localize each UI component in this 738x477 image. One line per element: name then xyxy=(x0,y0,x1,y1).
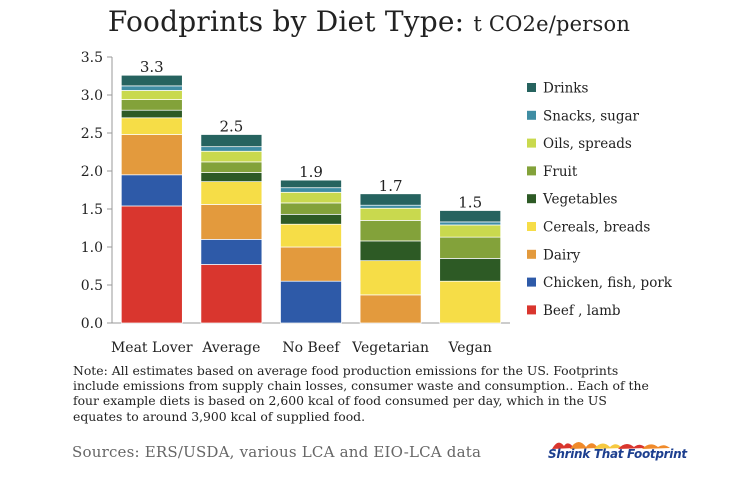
bar-segment xyxy=(120,117,183,135)
sources-line: Sources: ERS/USDA, various LCA and EIO-L… xyxy=(72,443,482,461)
legend-label: Beef , lamb xyxy=(543,303,621,319)
y-tick-label: 2.0 xyxy=(81,164,103,180)
x-category-label: Average xyxy=(201,340,260,356)
bar-segment xyxy=(359,220,422,242)
y-tick-label: 0.5 xyxy=(81,278,103,294)
legend-swatch xyxy=(527,249,536,259)
bar-segment xyxy=(359,294,422,324)
legend-label: Snacks, sugar xyxy=(543,108,640,124)
legend-label: Fruit xyxy=(543,164,578,180)
bar-segment xyxy=(120,134,183,176)
bar-segment xyxy=(120,205,183,324)
bar-segment xyxy=(200,161,263,173)
y-tick-label: 1.0 xyxy=(81,240,103,256)
bar-segment xyxy=(439,210,502,223)
legend-label: Chicken, fish, pork xyxy=(543,275,673,291)
bar-segment xyxy=(439,258,502,282)
bar-segment xyxy=(200,172,263,182)
bar-total-label: 2.5 xyxy=(219,118,243,136)
y-tick-label: 3.0 xyxy=(81,88,103,104)
x-category-label: No Beef xyxy=(282,340,341,356)
bar-segment xyxy=(359,193,422,206)
bar-segment xyxy=(280,213,342,225)
chart-note: Note: All estimates based on average foo… xyxy=(73,363,649,424)
x-category-label: Vegan xyxy=(447,340,491,356)
bar-segment xyxy=(439,236,502,259)
bar-segment xyxy=(120,90,183,100)
chart-title: Foodprints by Diet Type: t CO2e/person xyxy=(0,5,738,38)
bar-segment xyxy=(280,246,342,282)
legend-label: Cereals, breads xyxy=(543,220,650,236)
bar-segment xyxy=(120,109,183,119)
bar-segment xyxy=(120,99,183,111)
legend-swatch xyxy=(527,166,536,176)
legend-swatch xyxy=(527,222,536,231)
bar-segment xyxy=(359,204,422,209)
stacked-bar-chart: 0.0 0.5 1.0 1.5 2.0 2.5 3.0 3.5 3.3 Meat Lover 2.5… xyxy=(81,50,673,356)
bar-segment xyxy=(280,280,342,324)
bar-segment xyxy=(439,221,502,226)
legend-swatch xyxy=(527,194,536,204)
chart-title-main: Foodprints by Diet Type: xyxy=(107,5,474,38)
logo-text: Shrink That Footprint xyxy=(548,447,687,461)
legend-label: Dairy xyxy=(543,247,581,263)
legend-swatch xyxy=(527,110,536,120)
x-category-label: Vegetarian xyxy=(351,340,429,356)
legend-swatch xyxy=(527,305,536,315)
bar-segment xyxy=(280,179,342,189)
bar-total-label: 1.9 xyxy=(299,163,323,181)
legend-label: Drinks xyxy=(543,81,588,97)
legend-label: Oils, spreads xyxy=(543,136,632,152)
bar-segment xyxy=(200,146,263,152)
bar-segment xyxy=(439,280,502,324)
bar-segment xyxy=(359,207,422,221)
bar-total-label: 3.3 xyxy=(140,58,164,76)
bar-segment xyxy=(439,224,502,238)
bar-segment xyxy=(200,204,263,240)
bar-segment xyxy=(120,85,183,91)
bar-segment xyxy=(280,202,342,215)
legend-swatch xyxy=(527,138,536,148)
legend-label: Vegetables xyxy=(542,192,618,208)
bar-segment xyxy=(200,150,263,163)
bar-segment xyxy=(120,174,183,207)
shrink-that-footprint-logo[interactable]: Shrink That Footprint xyxy=(548,436,698,464)
y-tick-label: 3.5 xyxy=(81,50,103,66)
bar-segment xyxy=(280,223,342,248)
y-tick-label: 2.5 xyxy=(81,126,103,142)
bar-segment xyxy=(200,134,263,148)
bar-total-label: 1.5 xyxy=(458,194,482,212)
bar-total-label: 1.7 xyxy=(379,177,403,195)
logo-flame-icon xyxy=(552,441,670,449)
bar-segment xyxy=(200,239,263,265)
bar-segment xyxy=(359,240,422,262)
legend-swatch xyxy=(527,83,536,92)
y-tick-label: 1.5 xyxy=(81,202,103,218)
bar-segment xyxy=(200,181,263,205)
chart-title-unit: t CO2e/person xyxy=(473,12,631,36)
bar-segment xyxy=(280,187,342,193)
bar-segment xyxy=(280,191,342,204)
x-category-label: Meat Lover xyxy=(111,340,193,356)
bar-segment xyxy=(359,260,422,296)
bar-segment xyxy=(200,264,263,324)
bar-segment xyxy=(120,74,183,87)
legend-swatch xyxy=(527,277,536,287)
y-tick-label: 0.0 xyxy=(81,316,103,332)
